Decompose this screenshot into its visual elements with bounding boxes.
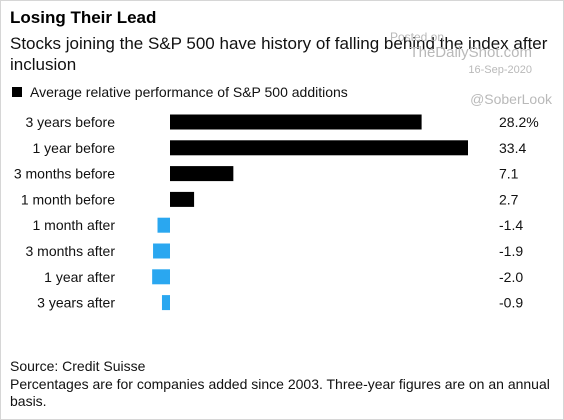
category-label: 3 months before <box>14 166 115 182</box>
legend-label: Average relative performance of S&P 500 … <box>30 84 348 100</box>
bar <box>170 114 422 130</box>
legend: Average relative performance of S&P 500 … <box>12 84 348 100</box>
bar <box>157 217 170 233</box>
value-label: -1.4 <box>499 217 523 233</box>
footnote: Percentages are for companies added sinc… <box>10 376 550 409</box>
category-label: 1 year after <box>44 269 115 285</box>
watermark-handle: @SoberLook <box>470 91 552 107</box>
value-label: -2.0 <box>499 269 523 285</box>
category-label: 1 month before <box>21 191 115 207</box>
source-note: Source: Credit Suisse <box>10 358 146 374</box>
watermark-posted: Posted on <box>389 30 444 44</box>
value-label: 7.1 <box>499 166 519 182</box>
watermark-date: 16-Sep-2020 <box>468 64 532 76</box>
value-label: 33.4 <box>499 140 526 156</box>
category-label: 3 months after <box>26 243 116 259</box>
chart-title: Losing Their Lead <box>10 8 157 27</box>
bar-chart: 3 years before 28.2% 1 year before 33.4 3 mo… <box>14 114 539 311</box>
value-label: -0.9 <box>499 295 523 311</box>
bar <box>161 295 170 311</box>
bar <box>152 269 170 285</box>
bar <box>170 166 234 182</box>
category-label: 1 year before <box>33 140 116 156</box>
value-label: -1.9 <box>499 243 523 259</box>
bar <box>170 140 468 156</box>
watermark-site: TheDailyShot.com <box>409 44 532 61</box>
category-label: 1 month after <box>33 217 116 233</box>
legend-swatch <box>12 87 22 97</box>
bar <box>153 243 170 259</box>
category-label: 3 years after <box>37 295 115 311</box>
chart-subtitle: Stocks joining the S&P 500 have history … <box>10 34 548 74</box>
category-label: 3 years before <box>26 114 116 130</box>
value-label: 2.7 <box>499 191 519 207</box>
value-label: 28.2% <box>499 114 539 130</box>
bar <box>170 191 195 207</box>
